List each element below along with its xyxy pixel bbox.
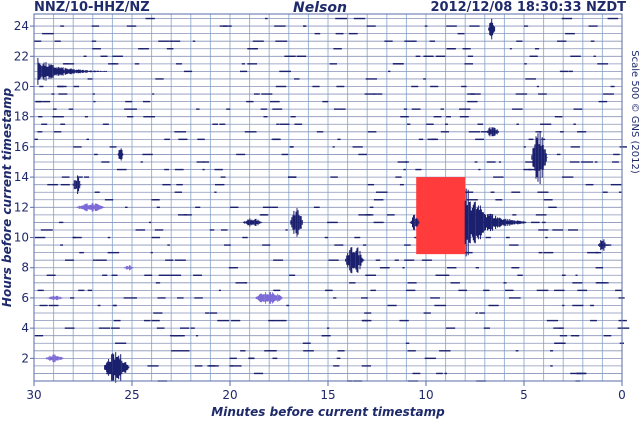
- x-tick-label: 25: [124, 388, 139, 402]
- seismic-event-trace: [409, 214, 420, 231]
- seismic-event-trace: [243, 218, 263, 227]
- y-tick-label: 20: [14, 79, 29, 93]
- y-axis-label: Hours before current timestamp: [0, 88, 14, 308]
- x-tick-label: 5: [520, 388, 528, 402]
- y-tick-label: 6: [21, 291, 29, 305]
- event-highlight-box: [416, 177, 466, 255]
- x-tick-label: 10: [418, 388, 433, 402]
- current-timestamp: 2012/12/08 18:30:33 NZDT: [430, 0, 626, 15]
- scale-credit: Scale 500 © GNS (2012): [629, 50, 640, 174]
- x-tick-label: 0: [618, 388, 626, 402]
- y-tick-label: 2: [21, 351, 29, 365]
- station-name: Nelson: [293, 0, 347, 16]
- seismic-event-trace: [531, 131, 548, 184]
- x-axis-label: Minutes before current timestamp: [211, 405, 445, 419]
- seismic-event-trace: [37, 57, 107, 85]
- seismic-event-trace: [72, 175, 82, 194]
- seismic-event-trace: [598, 239, 607, 251]
- y-tick-label: 4: [21, 321, 29, 335]
- seismic-event-trace: [488, 18, 496, 40]
- y-tick-label: 22: [14, 49, 29, 63]
- y-tick-label: 18: [14, 110, 29, 124]
- seismic-event-trace: [104, 352, 130, 383]
- y-tick-label: 10: [14, 231, 29, 245]
- x-tick-label: 30: [26, 388, 41, 402]
- seismic-event-trace: [255, 292, 284, 304]
- x-tick-label: 15: [320, 388, 335, 402]
- x-tick-label: 20: [222, 388, 237, 402]
- x-axis-ticks: 30 25 20 15 10 5 0: [26, 381, 626, 402]
- seismic-event-trace: [464, 188, 525, 257]
- seismic-event-trace: [290, 208, 303, 237]
- seismic-event-trace: [117, 148, 124, 161]
- seismic-events: [37, 18, 607, 383]
- y-tick-label: 16: [14, 140, 29, 154]
- seismic-event-trace: [47, 295, 63, 301]
- vertical-gridlines: [53, 14, 603, 381]
- seismic-event-trace: [76, 203, 105, 212]
- y-tick-label: 12: [14, 200, 29, 214]
- seismic-event-trace: [486, 127, 499, 137]
- seismic-event-trace: [123, 265, 134, 271]
- station-code: NNZ/10-HHZ/NZ: [34, 0, 150, 15]
- y-tick-label: 24: [14, 19, 29, 33]
- y-tick-label: 8: [21, 261, 29, 275]
- seismic-event-trace: [45, 354, 65, 363]
- y-tick-label: 14: [14, 170, 29, 184]
- seismic-event-trace: [345, 247, 365, 274]
